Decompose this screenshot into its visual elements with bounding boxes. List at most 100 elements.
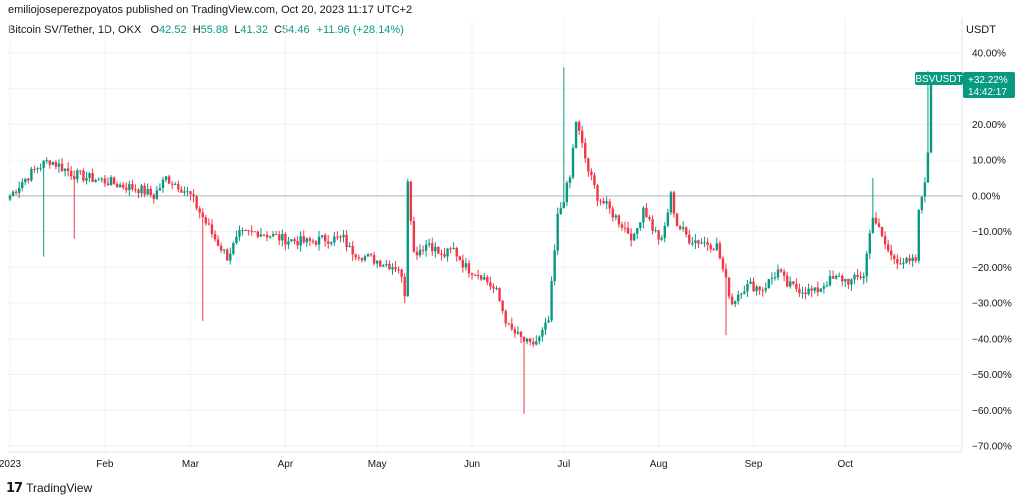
price-unit[interactable]: USDT [966, 24, 996, 36]
candle-body [779, 269, 783, 272]
candle-body [608, 201, 611, 209]
change-value: +11.96 (+28.14%) [316, 24, 404, 36]
candle-body [816, 287, 819, 293]
candle-body [470, 273, 474, 275]
candle-body [323, 235, 327, 242]
candle-body [48, 160, 51, 165]
candle-body [767, 279, 771, 289]
candle-body [238, 230, 241, 237]
candle-body [253, 231, 256, 233]
y-tick-label: 10.00% [972, 156, 1006, 167]
candle-body [195, 196, 198, 209]
candle-body [327, 241, 330, 244]
candle-body [115, 183, 119, 188]
candle-body [926, 152, 930, 183]
candle-body [587, 158, 590, 172]
candle-body [923, 182, 927, 197]
candle-body [571, 147, 575, 178]
candle-body [513, 329, 517, 334]
candle-body [82, 170, 85, 181]
candle-body [204, 217, 208, 224]
candle-body [278, 234, 281, 241]
candle-body [281, 233, 284, 241]
candle-body [761, 290, 764, 292]
candle-body [158, 188, 162, 191]
candle-body [743, 291, 746, 294]
candle-body [825, 285, 829, 287]
candle-body [244, 230, 247, 232]
candle-body [877, 223, 881, 227]
candle-body [807, 288, 810, 295]
candle-body [538, 336, 541, 342]
candle-body [929, 80, 933, 153]
candle-body [403, 276, 406, 297]
candle-body [724, 269, 728, 278]
y-tick-label: −50.00% [972, 370, 1012, 381]
candle-body [516, 331, 520, 334]
candle-body [547, 320, 550, 323]
candle-body [495, 288, 498, 290]
candle-body [709, 245, 712, 250]
time-axis[interactable]: 2023 Feb Mar Apr May Jun Jul Aug Sep Oct [0, 451, 962, 470]
candle-body [483, 277, 486, 280]
candle-body [831, 276, 835, 279]
candle-body [222, 249, 226, 251]
candle-body [669, 192, 673, 213]
candle-body [666, 212, 670, 226]
badge-countdown: 14:42:17 [968, 87, 1007, 98]
candle-body [553, 250, 556, 282]
candle-body [899, 263, 902, 265]
candle-body [36, 168, 39, 170]
candle-body [651, 219, 654, 231]
candle-body [623, 227, 627, 229]
candle-body [584, 142, 587, 159]
candle-body [605, 201, 608, 204]
price-axis[interactable]: 40.00%30.00%20.00%10.00%0.00%−10.00%−20.… [961, 18, 1012, 453]
candle-body [507, 323, 510, 325]
candle-body [853, 274, 856, 280]
close-value: 54.46 [282, 24, 310, 36]
low-label: L [234, 24, 241, 36]
candle-body [256, 231, 260, 237]
candle-body [400, 269, 403, 277]
candle-body [697, 240, 700, 244]
candle-body [752, 281, 755, 292]
candle-body [232, 243, 235, 254]
symbol-name[interactable]: Bitcoin SV/Tether, 1D, OKX [8, 24, 142, 36]
candle-body [880, 226, 884, 237]
y-tick-label: 0.00% [972, 191, 1000, 202]
candle-body [60, 163, 64, 171]
high-value: 55.88 [200, 24, 229, 36]
candle-body [174, 183, 177, 185]
candle-body [180, 189, 183, 193]
candle-body [715, 243, 719, 250]
candle-body [883, 236, 887, 245]
candle-body [186, 191, 189, 193]
candle-body [703, 242, 706, 244]
candle-body [636, 227, 639, 234]
candle-body [421, 249, 425, 251]
tradingview-footer[interactable]: 𝟭𝟳 TradingView [6, 480, 92, 496]
candle-body [143, 185, 146, 195]
candle-body [700, 242, 703, 244]
candle-body [287, 241, 290, 245]
candle-body [657, 230, 660, 240]
candle-body [819, 288, 823, 293]
candle-body [773, 277, 777, 279]
open-value: 42.52 [159, 24, 187, 36]
candle-body [201, 212, 204, 218]
candle-body [207, 223, 211, 225]
candle-body [155, 190, 159, 199]
candle-body [379, 260, 382, 267]
candle-body [170, 183, 174, 185]
candle-body [366, 254, 370, 257]
candle-body [626, 227, 630, 234]
candle-body [76, 170, 79, 180]
candle-body [431, 243, 434, 252]
candle-body [838, 275, 841, 277]
candle-body [219, 245, 223, 251]
candle-body [489, 282, 492, 287]
y-tick-label: −20.00% [972, 263, 1012, 274]
